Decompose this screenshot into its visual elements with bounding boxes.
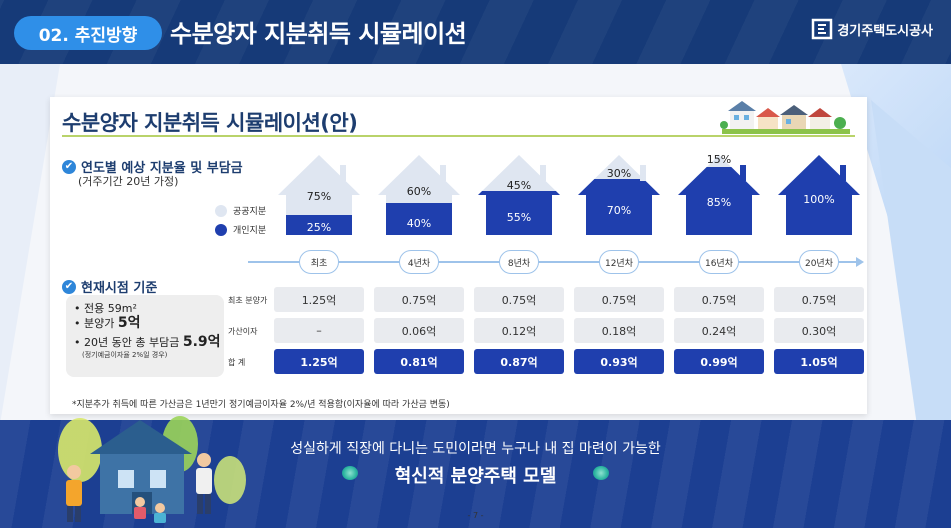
share-house [678, 155, 760, 235]
footnote: *지분추가 취득에 따른 가산금은 1년만기 정기예금이자율 2%/년 적용함(… [72, 400, 450, 410]
house-personal-share: 55% [506, 211, 532, 224]
timeline-arrow-icon [856, 257, 864, 267]
info-note: (정기예금이자율 2%일 경우) [82, 351, 168, 359]
house-personal-share: 25% [306, 221, 332, 234]
card-title: 수분양자 지분취득 시뮬레이션(안) [62, 111, 358, 135]
share-house [378, 155, 460, 235]
page-number: - 7 - [467, 511, 484, 520]
initial-price-cell: 1.25억 [274, 287, 364, 312]
page-header: 02. 추진방향 수분양자 지분취득 시뮬레이션 경기주택도시공사 [0, 0, 951, 64]
house-personal-share: 70% [606, 204, 632, 217]
legend-personal-dot [215, 223, 227, 236]
banner-bullet-icon [342, 466, 358, 480]
legend-public-dot [215, 204, 227, 217]
section-badge: 02. 추진방향 [14, 16, 162, 50]
logo-icon [812, 18, 833, 40]
row-label-interest: 가산이자 [228, 327, 258, 336]
total-cell: 1.25억 [274, 349, 364, 374]
added-interest-cell: 0.18억 [574, 318, 664, 343]
houses-illustration [720, 101, 850, 134]
house-public-share: 60% [406, 185, 432, 198]
company-logo: 경기주택도시공사 [811, 18, 933, 40]
timeline-node: 최초 [299, 250, 339, 274]
house-public-share: 45% [506, 179, 532, 192]
banner-line2: 혁신적 분양주택 모델 [394, 466, 557, 487]
row-label-initial: 최초 분양가 [228, 296, 268, 305]
timeline-line [248, 261, 860, 263]
info-total-burden: • 20년 동안 총 부담금 5.9억 [74, 334, 221, 350]
legend-public: 공공지분 [215, 204, 266, 217]
total-cell: 1.05억 [774, 349, 864, 374]
house-personal-share: 40% [406, 217, 432, 230]
share-house [578, 155, 660, 235]
title-underline [62, 135, 855, 137]
added-interest-cell: 0.12억 [474, 318, 564, 343]
house-public-share: 15% [706, 153, 732, 166]
initial-price-cell: 0.75억 [574, 287, 664, 312]
total-cell: 0.93억 [574, 349, 664, 374]
share-house [778, 155, 860, 235]
initial-price-cell: 0.75억 [374, 287, 464, 312]
row-label-total: 합 계 [228, 358, 246, 367]
check-icon: ✔ [62, 279, 76, 294]
added-interest-cell: – [274, 318, 364, 343]
legend-personal-label: 개인지분 [233, 226, 267, 236]
timeline-node: 4년차 [399, 250, 439, 274]
initial-price-cell: 0.75억 [674, 287, 764, 312]
check-icon: ✔ [62, 159, 76, 174]
info-price: • 분양가 5억 [74, 315, 141, 331]
added-interest-cell: 0.30억 [774, 318, 864, 343]
info-area: • 전용 59m² [74, 302, 137, 315]
simulation-card: 수분양자 지분취득 시뮬레이션(안) ✔ 연도별 예상 지분율 및 부담금 (거… [50, 97, 867, 414]
section1-subheading: (거주기간 20년 가정) [78, 175, 179, 188]
banner-bullet-icon [593, 466, 609, 480]
logo-text: 경기주택도시공사 [837, 23, 933, 39]
section2-heading: ✔ 현재시점 기준 [62, 277, 157, 296]
family-house-illustration [58, 416, 246, 523]
house-personal-share: 85% [706, 196, 732, 209]
legend-public-label: 공공지분 [233, 207, 267, 217]
legend-personal: 개인지분 [215, 223, 266, 236]
current-info-box: • 전용 59m² • 분양가 5억 • 20년 동안 총 부담금 5.9억 (… [66, 295, 224, 377]
timeline-node: 16년차 [699, 250, 739, 274]
page-title: 수분양자 지분취득 시뮬레이션 [170, 20, 467, 48]
timeline-node: 20년차 [799, 250, 839, 274]
total-cell: 0.87억 [474, 349, 564, 374]
total-cell: 0.81억 [374, 349, 464, 374]
house-personal-share: 100% [803, 193, 835, 206]
share-house [278, 155, 360, 235]
timeline-node: 8년차 [499, 250, 539, 274]
section1-heading: ✔ 연도별 예상 지분율 및 부담금 [62, 157, 243, 176]
house-public-share: 30% [606, 167, 632, 180]
total-cell: 0.99억 [674, 349, 764, 374]
timeline-node: 12년차 [599, 250, 639, 274]
added-interest-cell: 0.06억 [374, 318, 464, 343]
section2-heading-text: 현재시점 기준 [81, 281, 158, 296]
initial-price-cell: 0.75억 [474, 287, 564, 312]
section1-heading-text: 연도별 예상 지분율 및 부담금 [81, 161, 243, 176]
added-interest-cell: 0.24억 [674, 318, 764, 343]
initial-price-cell: 0.75억 [774, 287, 864, 312]
share-house [478, 155, 560, 235]
banner-line1: 성실하게 직장에 다니는 도민이라면 누구나 내 집 마련이 가능한 [290, 441, 661, 457]
house-public-share: 75% [306, 190, 332, 203]
